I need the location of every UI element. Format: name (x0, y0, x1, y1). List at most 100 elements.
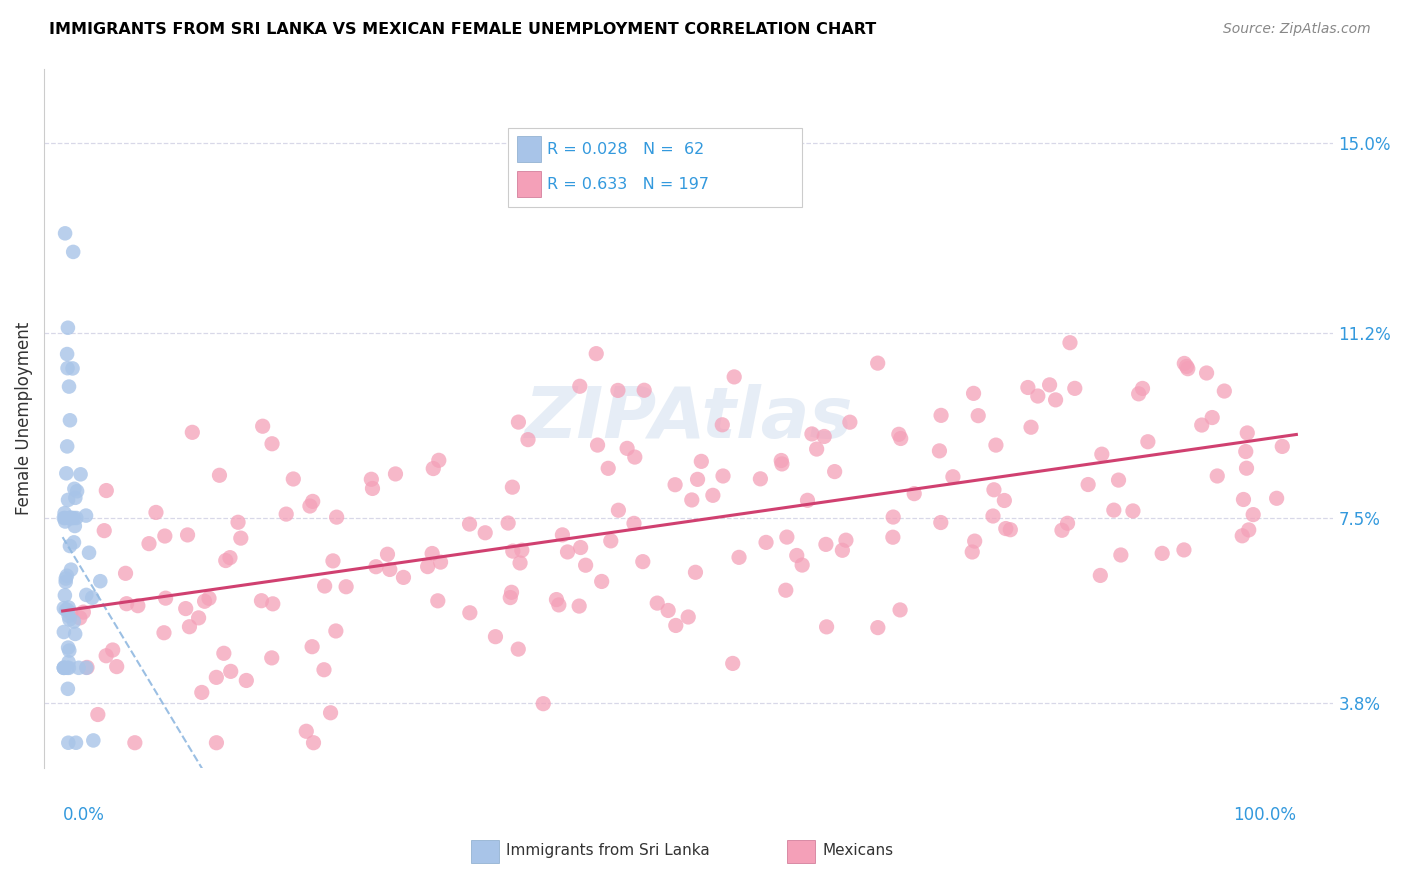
Point (1234, 444, 1257, 458)
Point (1195, 366, 1218, 380)
Point (928, 443, 950, 458)
Point (62, 511, 84, 525)
Point (1132, 381, 1154, 395)
Point (58, 379, 80, 393)
Point (89, 574, 111, 589)
Point (474, 525, 496, 540)
Point (458, 606, 481, 620)
Point (1271, 439, 1294, 453)
Point (72, 605, 94, 619)
Point (903, 486, 925, 500)
Point (1090, 568, 1112, 582)
Point (59, 511, 82, 525)
Point (889, 603, 911, 617)
Point (56, 347, 79, 361)
Point (1059, 335, 1081, 350)
Point (75, 508, 97, 523)
Point (770, 457, 793, 471)
Point (806, 442, 828, 456)
Point (59, 539, 82, 553)
Point (52, 601, 75, 615)
Point (53, 661, 76, 675)
Point (702, 488, 724, 502)
Point (723, 370, 745, 384)
Point (77, 546, 100, 560)
Point (616, 442, 638, 456)
Point (226, 516, 249, 530)
Point (82, 733, 104, 747)
Point (56, 568, 79, 582)
Point (76, 660, 98, 674)
Point (378, 562, 401, 576)
Point (1136, 434, 1159, 449)
Point (153, 529, 176, 543)
Point (301, 494, 323, 508)
Text: R = 0.633   N = 197: R = 0.633 N = 197 (547, 177, 709, 192)
Point (633, 384, 655, 398)
Point (508, 642, 530, 657)
Point (1000, 523, 1022, 537)
Point (1026, 389, 1049, 403)
Point (831, 543, 853, 558)
Point (335, 580, 357, 594)
Point (60, 563, 83, 577)
Text: 0.0%: 0.0% (63, 806, 104, 824)
Point (250, 593, 273, 607)
Point (364, 559, 387, 574)
Point (235, 673, 257, 688)
Point (711, 469, 734, 483)
Point (496, 516, 519, 530)
Point (721, 657, 744, 671)
Text: Source: ZipAtlas.com: Source: ZipAtlas.com (1223, 22, 1371, 37)
Point (1019, 420, 1042, 434)
Point (1056, 516, 1078, 531)
Point (420, 547, 443, 561)
Point (569, 541, 592, 555)
Point (62, 361, 84, 376)
Point (59, 511, 82, 525)
Point (1039, 377, 1062, 392)
Point (645, 596, 668, 610)
Point (205, 670, 228, 684)
Point (942, 469, 965, 483)
Point (815, 620, 838, 634)
Point (665, 618, 688, 632)
Point (53, 515, 76, 529)
Point (105, 659, 128, 673)
Point (52, 625, 75, 640)
Point (509, 556, 531, 570)
Point (65, 491, 87, 505)
Point (796, 493, 818, 508)
Point (56, 320, 79, 334)
Point (967, 409, 990, 423)
Point (114, 566, 136, 581)
Point (568, 599, 591, 613)
Point (623, 450, 645, 464)
Point (1265, 491, 1288, 506)
Y-axis label: Female Unemployment: Female Unemployment (15, 321, 32, 515)
Point (301, 640, 323, 654)
Point (215, 553, 238, 567)
Point (1173, 356, 1195, 370)
Point (547, 598, 569, 612)
Point (93, 524, 115, 538)
Point (205, 736, 228, 750)
Point (52, 511, 75, 525)
Point (882, 530, 904, 544)
Point (59, 413, 82, 427)
Point (314, 579, 336, 593)
Point (60, 511, 83, 525)
Point (58, 608, 80, 623)
Point (429, 555, 451, 569)
Point (557, 545, 579, 559)
Point (56, 640, 79, 655)
Text: ZIPAtlas: ZIPAtlas (524, 384, 853, 452)
Point (510, 543, 533, 558)
Point (1213, 384, 1236, 398)
Point (1175, 359, 1198, 374)
Point (606, 384, 628, 398)
Point (63, 535, 86, 549)
Point (67, 661, 90, 675)
Point (127, 599, 149, 613)
Point (56, 661, 79, 675)
